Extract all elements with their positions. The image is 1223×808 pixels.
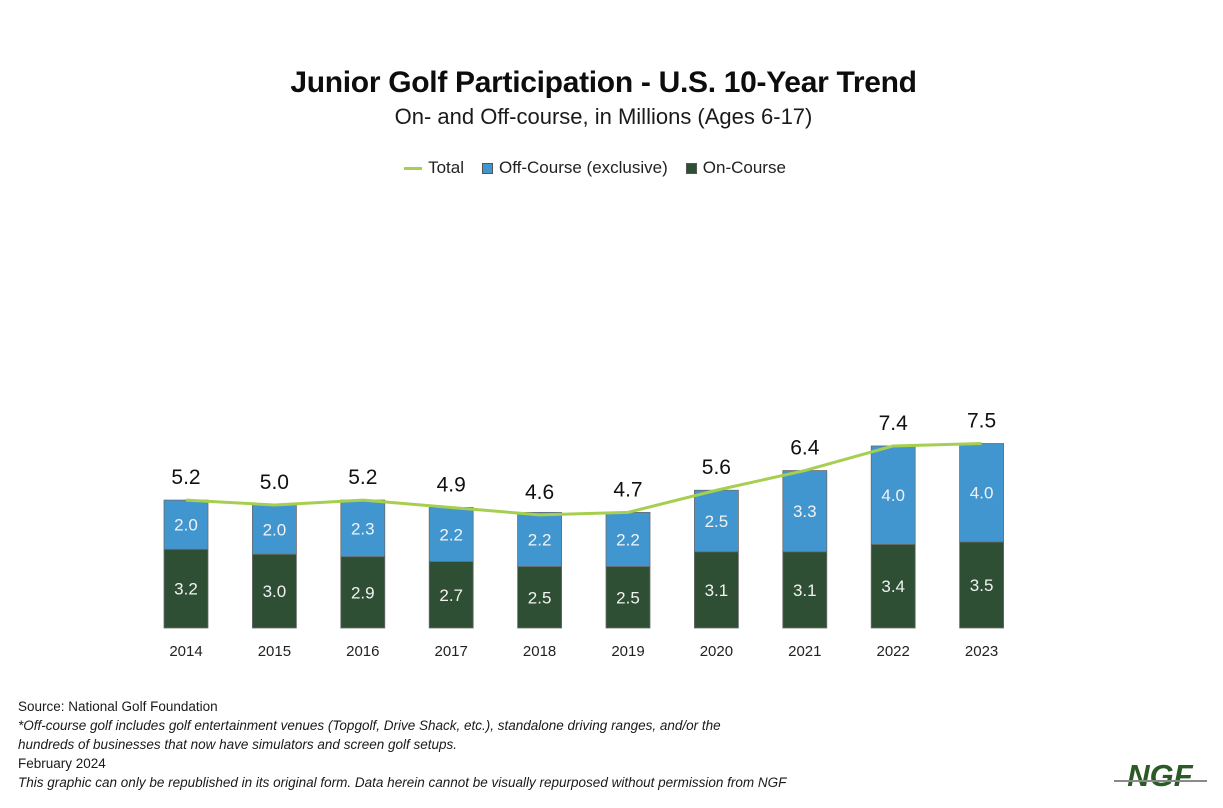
label-on-course-2020: 3.1 [705, 581, 729, 600]
x-tick-label-2019: 2019 [611, 643, 644, 660]
bar-off-course-2022 [870, 445, 916, 545]
label-total-2021: 6.4 [790, 437, 820, 460]
x-tick-label-2015: 2015 [258, 643, 291, 660]
chart-legend: Total Off-Course (exclusive) On-Course [0, 158, 1190, 178]
bar-off-course-2015 [251, 504, 297, 555]
legend-item-on-course: On-Course [685, 158, 786, 178]
label-on-course-2014: 3.2 [174, 580, 198, 599]
stacked-bar-chart: 3.2 2.0 2014 3.0 2.0 2015 2.9 2.3 2016 2.7 2.2 2017… [163, 410, 1004, 660]
legend-item-total: Total [404, 158, 464, 178]
label-off-course-2015: 2.0 [263, 521, 287, 540]
legend-swatch-total [404, 166, 423, 170]
footnote-line-1: *Off-course golf includes golf entertain… [18, 718, 721, 733]
chart-title: Junior Golf Participation - U.S. 10-Year… [290, 66, 917, 99]
label-off-course-2018: 2.2 [528, 530, 552, 549]
bar-off-course-2023 [959, 443, 1004, 543]
x-tick-label-2018: 2018 [523, 643, 556, 660]
x-tick-label-2020: 2020 [700, 643, 733, 660]
bar-off-course-2016 [340, 499, 386, 558]
legend-label-on-course: On-Course [702, 158, 786, 177]
label-off-course-2020: 2.5 [705, 512, 729, 531]
legend-item-off-course: Off-Course (exclusive) [481, 158, 668, 178]
bar-on-course-2020 [694, 551, 739, 629]
label-on-course-2019: 2.5 [616, 588, 640, 607]
label-off-course-2014: 2.0 [174, 516, 198, 535]
footer: Source: National Golf Foundation *Off-co… [18, 697, 786, 792]
label-total-2022: 7.4 [879, 412, 909, 435]
label-total-2020: 5.6 [702, 456, 731, 479]
x-tick-label-2021: 2021 [788, 643, 821, 660]
bar-on-course-2017 [428, 561, 474, 629]
label-off-course-2023: 4.0 [970, 484, 994, 503]
chart-subtitle: On- and Off-course, in Millions (Ages 6-… [394, 104, 813, 129]
label-total-2019: 4.7 [613, 478, 642, 501]
x-tick-label-2023: 2023 [965, 643, 998, 660]
label-total-2014: 5.2 [171, 466, 200, 489]
x-tick-label-2017: 2017 [435, 643, 468, 660]
label-total-2023: 7.5 [967, 410, 996, 433]
label-total-2018: 4.6 [525, 481, 554, 504]
bar-off-course-2017 [428, 507, 474, 562]
bar-on-course-2022 [870, 543, 916, 629]
bar-on-course-2021 [782, 551, 828, 629]
total-line [185, 442, 982, 517]
ngf-logo-underline [1114, 780, 1207, 782]
label-off-course-2019: 2.2 [616, 530, 640, 549]
x-tick-label-2014: 2014 [169, 643, 202, 660]
label-on-course-2022: 3.4 [881, 577, 905, 596]
bar-on-course-2016 [340, 556, 386, 629]
disclaimer-text: This graphic can only be republished in … [18, 775, 787, 790]
x-tick-label-2016: 2016 [346, 643, 379, 660]
legend-swatch-on-course [685, 162, 697, 174]
label-total-2016: 5.2 [348, 466, 377, 489]
label-off-course-2017: 2.2 [439, 526, 463, 545]
footnote-line-2: hundreds of businesses that now have sim… [18, 737, 458, 752]
label-off-course-2022: 4.0 [881, 486, 905, 505]
ngf-logo-text: NGF [1127, 758, 1194, 793]
bar-on-course-2014 [163, 548, 209, 629]
source-text: Source: National Golf Foundation [18, 699, 218, 714]
label-on-course-2023: 3.5 [970, 576, 994, 595]
legend-label-off-course: Off-Course (exclusive) [498, 158, 668, 177]
label-on-course-2015: 3.0 [263, 582, 287, 601]
label-on-course-2016: 2.9 [351, 583, 375, 602]
bar-on-course-2023 [959, 541, 1004, 629]
label-total-2017: 4.9 [437, 473, 466, 496]
bar-off-course-2018 [517, 511, 562, 567]
label-on-course-2021: 3.1 [793, 581, 817, 600]
label-on-course-2018: 2.5 [528, 588, 552, 607]
label-total-2015: 5.0 [260, 471, 289, 494]
bar-off-course-2019 [605, 511, 651, 567]
date-text: February 2024 [18, 756, 106, 771]
x-tick-label-2022: 2022 [877, 643, 910, 660]
label-off-course-2016: 2.3 [351, 519, 375, 538]
legend-swatch-off-course [481, 162, 493, 174]
bar-on-course-2019 [605, 566, 651, 629]
bar-on-course-2018 [517, 566, 562, 629]
label-off-course-2021: 3.3 [793, 502, 817, 521]
label-on-course-2017: 2.7 [439, 586, 463, 605]
ngf-logo: NGF [1114, 758, 1207, 793]
bar-off-course-2020 [694, 489, 739, 553]
bar-on-course-2015 [251, 553, 297, 629]
legend-label-total: Total [428, 158, 464, 177]
